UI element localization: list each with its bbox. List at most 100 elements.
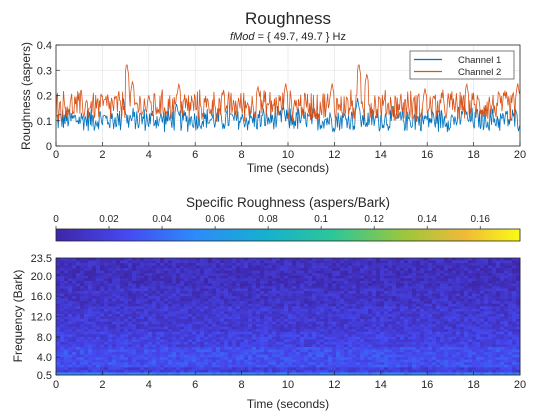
heatmap-cell bbox=[104, 331, 109, 335]
heatmap-cell bbox=[372, 311, 377, 315]
heatmap-cell bbox=[340, 303, 345, 307]
heatmap-cell bbox=[60, 306, 65, 310]
heatmap-cell bbox=[484, 301, 489, 305]
heatmap-cell bbox=[156, 280, 161, 284]
heatmap-cell bbox=[96, 260, 101, 264]
heatmap-cell bbox=[136, 270, 141, 274]
heatmap-cell bbox=[280, 321, 285, 325]
heatmap-cell bbox=[136, 275, 141, 279]
heatmap-cell bbox=[224, 280, 229, 284]
heatmap-cell bbox=[396, 308, 401, 312]
heatmap-cell bbox=[340, 354, 345, 358]
heatmap-cell bbox=[188, 341, 193, 345]
heatmap-cell bbox=[388, 291, 393, 295]
heatmap-cell bbox=[444, 265, 449, 269]
heatmap-cell bbox=[108, 364, 113, 368]
heatmap-cell bbox=[372, 291, 377, 295]
heatmap-cell bbox=[328, 359, 333, 363]
heatmap-cell bbox=[116, 260, 121, 264]
heatmap-cell bbox=[384, 258, 389, 261]
heatmap-cell bbox=[96, 270, 101, 274]
heatmap-cell bbox=[352, 362, 357, 366]
heatmap-cell bbox=[516, 339, 521, 343]
heatmap-cell bbox=[176, 329, 181, 333]
heatmap-cell bbox=[440, 263, 445, 267]
heatmap-cell bbox=[496, 316, 501, 320]
heatmap-cell bbox=[268, 268, 273, 272]
heatmap-cell bbox=[124, 278, 129, 282]
heatmap-cell bbox=[312, 362, 317, 366]
heatmap-cell bbox=[296, 341, 301, 345]
heatmap-cell bbox=[72, 311, 77, 315]
heatmap-cell bbox=[208, 285, 213, 289]
heatmap-cell bbox=[400, 354, 405, 358]
heatmap-cell bbox=[248, 313, 253, 317]
heatmap-cell bbox=[240, 326, 245, 330]
heatmap-cell bbox=[180, 334, 185, 338]
heatmap-cell bbox=[84, 321, 89, 325]
heatmap-cell bbox=[272, 354, 277, 358]
heatmap-cell bbox=[468, 313, 473, 317]
heatmap-cell bbox=[140, 270, 145, 274]
heatmap-cell bbox=[400, 278, 405, 282]
heatmap-cell bbox=[100, 263, 105, 267]
heatmap-cell bbox=[344, 283, 349, 287]
heatmap-cell bbox=[340, 301, 345, 305]
heatmap-cell bbox=[152, 278, 157, 282]
heatmap-cell bbox=[292, 258, 297, 261]
heatmap-cell bbox=[416, 306, 421, 310]
heatmap-cell bbox=[328, 273, 333, 277]
heatmap-cell bbox=[244, 334, 249, 338]
heatmap-cell bbox=[248, 347, 253, 350]
heatmap-cell bbox=[180, 321, 185, 325]
heatmap-cell bbox=[212, 334, 217, 338]
heatmap-cell bbox=[80, 341, 85, 345]
heatmap-cell bbox=[128, 288, 133, 292]
heatmap-cell bbox=[512, 354, 517, 358]
heatmap-cell bbox=[120, 349, 125, 353]
heatmap-cell bbox=[500, 288, 505, 292]
heatmap-cell bbox=[108, 306, 113, 310]
heatmap-cell bbox=[168, 260, 173, 264]
heatmap-cell bbox=[216, 339, 221, 343]
heatmap-cell bbox=[60, 260, 65, 264]
heatmap-cell bbox=[452, 321, 457, 325]
heatmap-cell bbox=[276, 288, 281, 292]
heatmap-cell bbox=[476, 344, 481, 348]
heatmap-cell bbox=[124, 293, 129, 297]
heatmap-cell bbox=[208, 347, 213, 350]
heatmap-cell bbox=[164, 326, 169, 330]
heatmap-cell bbox=[152, 329, 157, 333]
heatmap-cell bbox=[192, 329, 197, 333]
heatmap-cell bbox=[120, 265, 125, 269]
heatmap-cell bbox=[64, 308, 69, 312]
heatmap-cell bbox=[516, 329, 521, 333]
heatmap-cell bbox=[136, 334, 141, 338]
heatmap-cell bbox=[236, 263, 241, 267]
heatmap-cell bbox=[276, 357, 281, 361]
heatmap-cell bbox=[184, 354, 189, 358]
heatmap-cell bbox=[276, 303, 281, 307]
heatmap-cell bbox=[408, 357, 413, 361]
heatmap-cell bbox=[176, 283, 181, 287]
heatmap-cell bbox=[164, 336, 169, 340]
heatmap-cell bbox=[184, 288, 189, 292]
heatmap-cell bbox=[468, 265, 473, 269]
heatmap-cell bbox=[416, 273, 421, 277]
heatmap-cell bbox=[424, 336, 429, 340]
heatmap-cell bbox=[400, 298, 405, 302]
heatmap-cell bbox=[300, 326, 305, 330]
heatmap-cell bbox=[368, 313, 373, 317]
heatmap-cell bbox=[132, 283, 137, 287]
heatmap-cell bbox=[392, 321, 397, 325]
heatmap-cell bbox=[284, 291, 289, 295]
heatmap-cell bbox=[488, 354, 493, 358]
heatmap-cell bbox=[304, 296, 309, 300]
heatmap-cell bbox=[252, 316, 257, 320]
heatmap-cell bbox=[476, 298, 481, 302]
heatmap-cell bbox=[68, 291, 73, 295]
heatmap-cell bbox=[260, 352, 265, 356]
heatmap-cell bbox=[348, 362, 353, 366]
heatmap-cell bbox=[348, 349, 353, 353]
heatmap-cell bbox=[164, 301, 169, 305]
